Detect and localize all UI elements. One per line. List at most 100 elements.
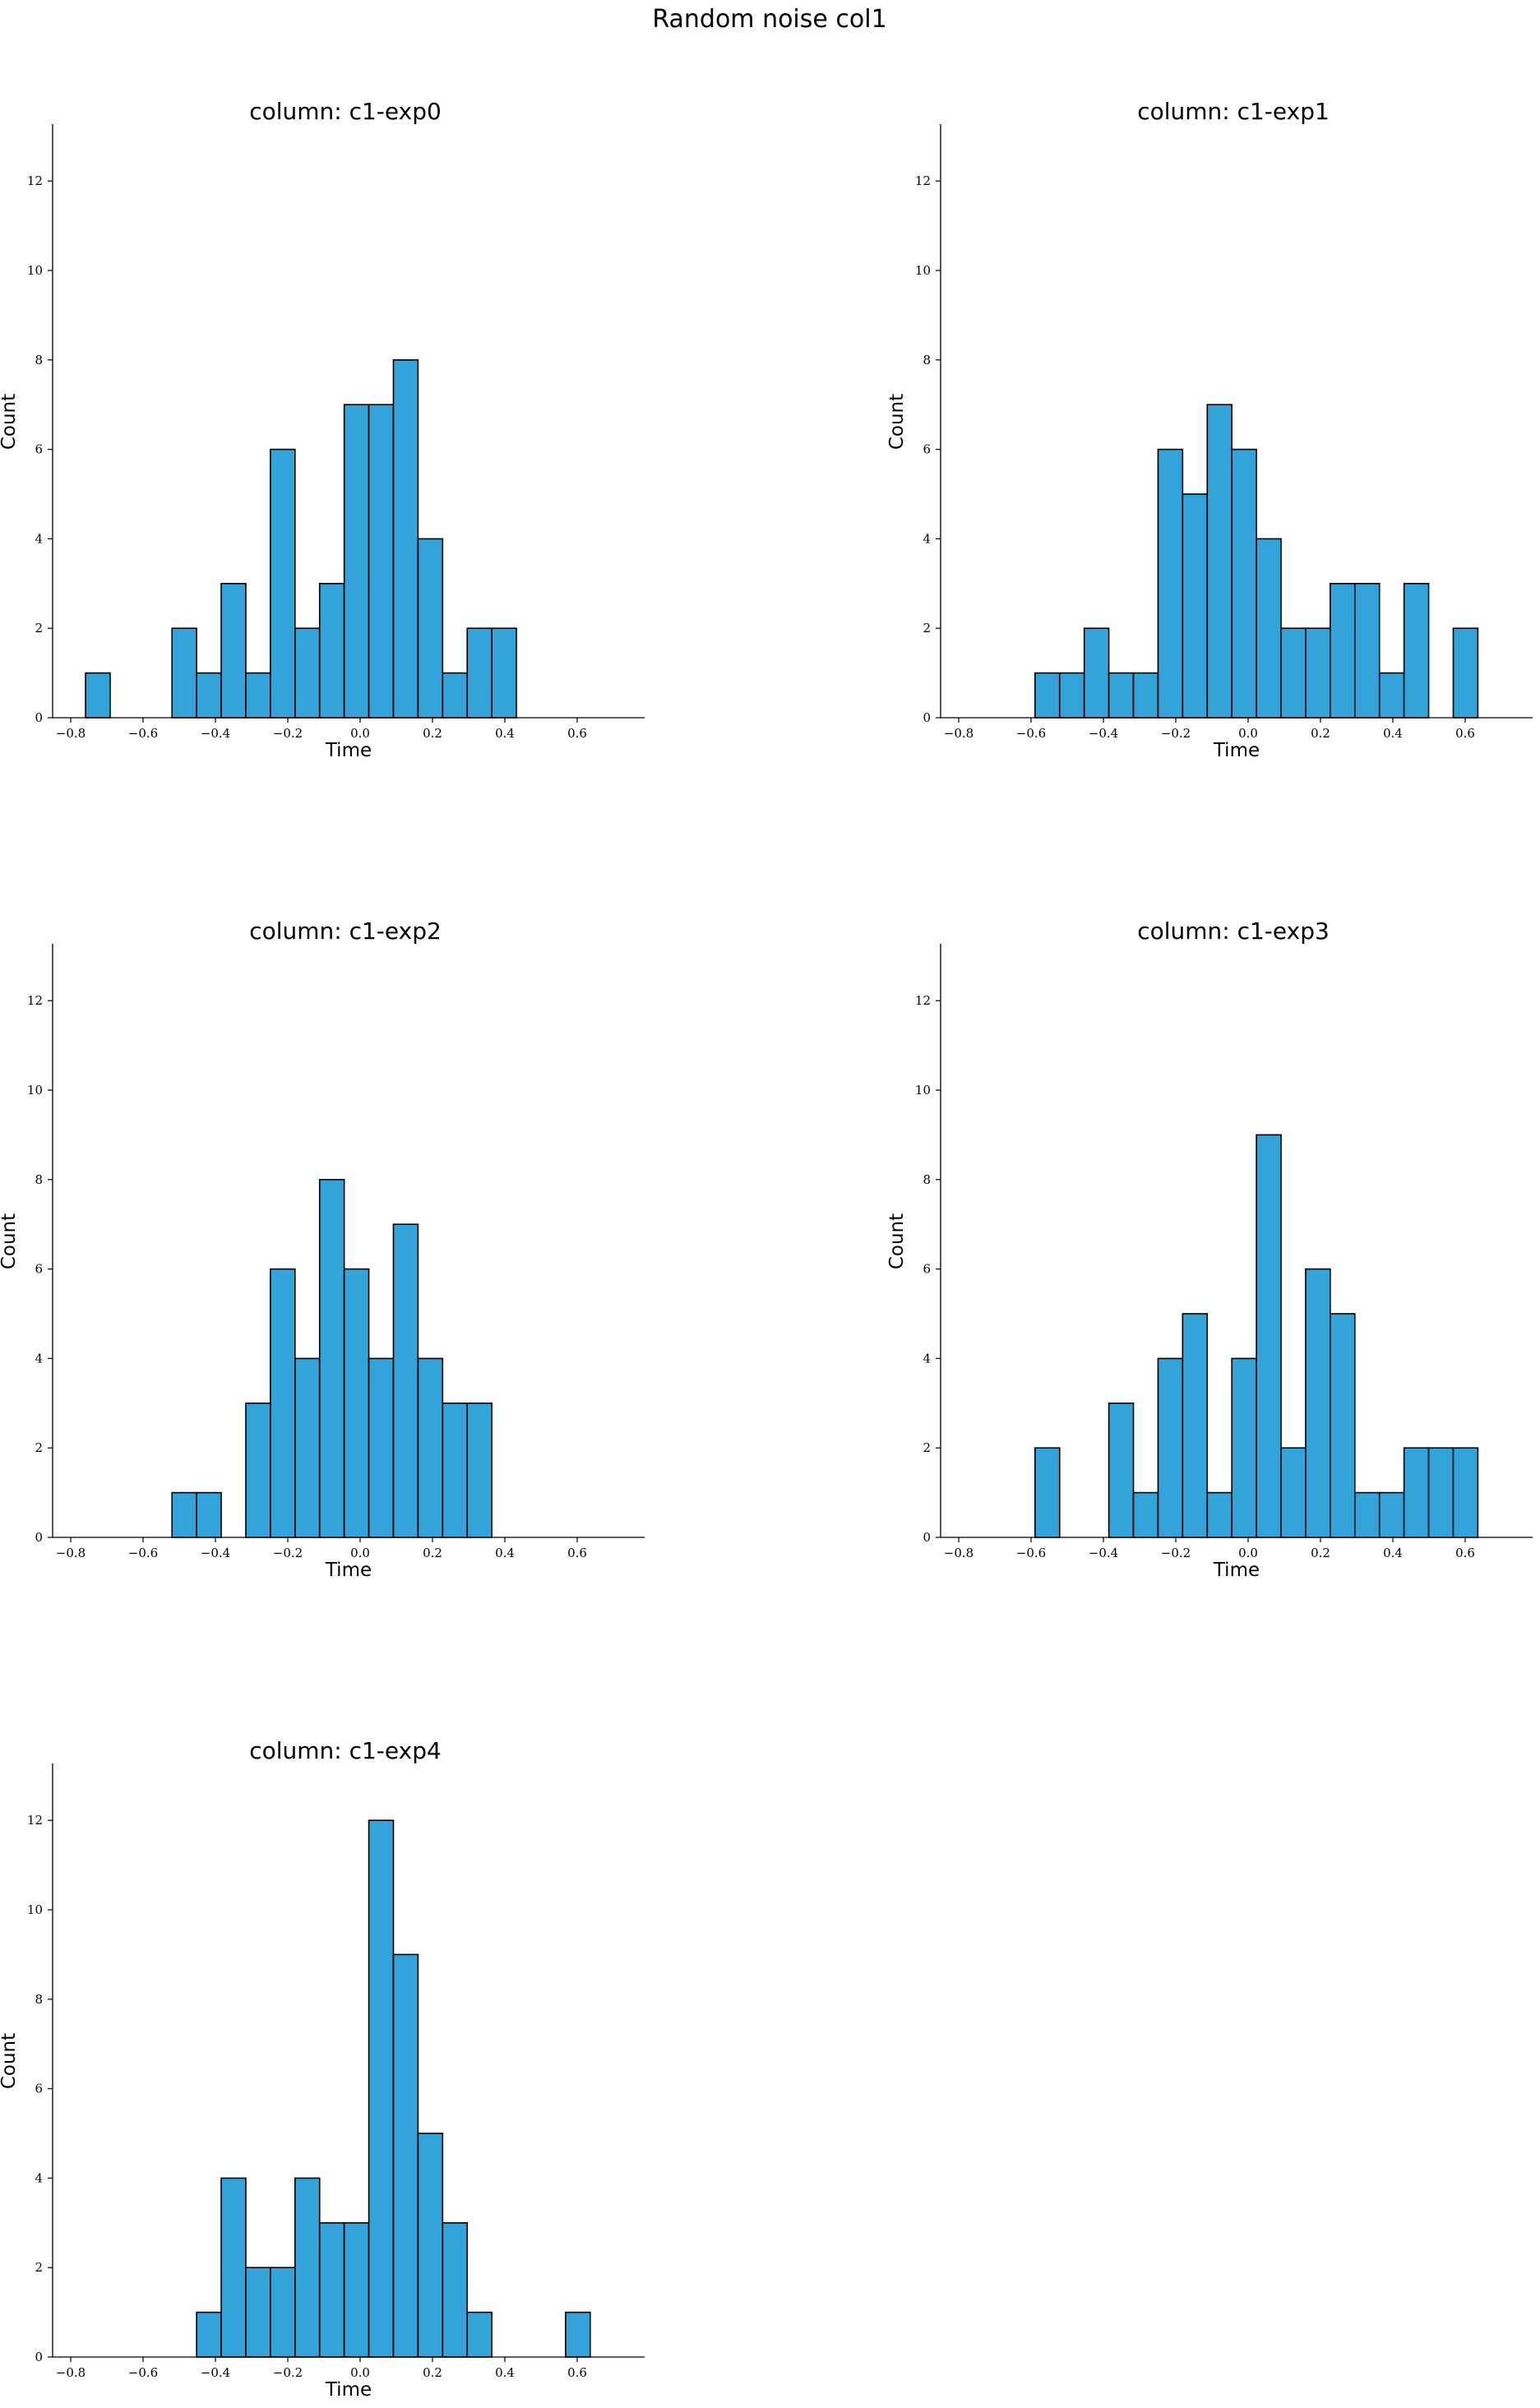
histogram-bar — [294, 2177, 321, 2358]
histogram-bar — [1132, 672, 1159, 719]
y-tick-label: 10 — [27, 1902, 43, 1917]
x-tick-label: 0.4 — [495, 2365, 515, 2380]
histogram-bar — [368, 1819, 395, 2358]
x-tick-label: 0.0 — [350, 726, 370, 741]
histogram-bar — [294, 627, 321, 719]
x-tick-label: −0.4 — [1089, 726, 1118, 741]
histogram-bar — [565, 2311, 591, 2358]
histogram-panel-3: column: c1-exp3 −0.8 −0.6 −0.4 −0.2 0.0 0.2 0.4… — [886, 917, 1533, 1581]
x-tick-label: −0.6 — [128, 1546, 158, 1560]
x-tick-label: −0.2 — [273, 726, 303, 741]
x-tick-label: 0.2 — [1311, 726, 1330, 741]
histogram-bar — [1157, 448, 1184, 719]
histogram-bar — [1256, 1134, 1282, 1538]
x-tick-label: 0.6 — [567, 2365, 587, 2380]
x-tick-label: 0.2 — [423, 726, 442, 741]
histogram-bar — [1256, 538, 1282, 719]
x-tick-label: −0.4 — [201, 2365, 230, 2380]
x-tick-label: −0.6 — [1016, 726, 1046, 741]
x-tick-label: −0.4 — [201, 1546, 230, 1560]
histogram-bar — [1305, 1268, 1331, 1538]
y-tick-label: 12 — [915, 993, 931, 1008]
histogram-bar — [1330, 1313, 1356, 1538]
histogram-bar — [318, 2222, 345, 2358]
y-tick-label: 8 — [35, 1172, 43, 1187]
y-tick-label: 0 — [35, 1530, 43, 1545]
y-tick-label: 12 — [915, 173, 931, 188]
histogram-bar — [466, 2311, 493, 2358]
panel-title: column: c1-exp0 — [249, 98, 442, 125]
x-tick-label: 0.0 — [350, 1546, 370, 1560]
panel-title: column: c1-exp4 — [249, 1737, 442, 1764]
histogram-bar — [270, 2267, 296, 2358]
histogram-bar — [1280, 627, 1306, 719]
x-tick-label: −0.8 — [56, 1546, 86, 1560]
histogram-bar — [392, 358, 419, 719]
histogram-bar — [318, 1179, 345, 1538]
histogram-bar — [1452, 1447, 1479, 1538]
histogram-bar — [417, 2133, 444, 2358]
histogram-bar — [1403, 1447, 1430, 1538]
histogram-bar — [1108, 1403, 1135, 1538]
histogram-bar — [220, 2177, 247, 2358]
histogram-panel-1: column: c1-exp1 −0.8 −0.6 −0.4 −0.2 0.0 0.2 0.4… — [886, 98, 1533, 761]
x-tick-label: −0.8 — [56, 726, 86, 741]
histogram-bar — [343, 404, 370, 719]
histogram-bar — [196, 1491, 222, 1538]
histogram-bar — [1354, 582, 1380, 719]
x-tick-label: −0.6 — [1016, 1546, 1046, 1560]
x-axis-label: Time — [1213, 1560, 1260, 1581]
y-axis-label: Count — [0, 1213, 20, 1269]
histogram-bar — [1427, 1447, 1454, 1538]
x-tick-label: −0.2 — [1161, 1546, 1191, 1560]
y-tick-label: 2 — [35, 2260, 43, 2275]
y-axis-label: Count — [0, 394, 20, 450]
y-tick-label: 8 — [35, 353, 43, 367]
histogram-bar — [1108, 672, 1135, 719]
histogram-bar — [1083, 627, 1110, 719]
histogram-panel-4: column: c1-exp4 −0.8 −0.6 −0.4 −0.2 0.0 0.2 0.4… — [0, 1737, 645, 2401]
x-tick-label: 0.0 — [350, 2365, 370, 2380]
y-tick-label: 4 — [923, 531, 931, 546]
histogram-bar — [368, 404, 395, 719]
figure-suptitle: Random noise col1 — [652, 5, 886, 34]
x-tick-label: 0.4 — [495, 726, 515, 741]
panel-title: column: c1-exp3 — [1137, 917, 1330, 945]
histogram-bar — [417, 1357, 444, 1538]
y-axis-label: Count — [0, 2033, 20, 2089]
histogram-bar — [245, 2267, 271, 2358]
y-tick-label: 6 — [35, 442, 43, 457]
histogram-bar — [270, 448, 296, 719]
y-tick-label: 10 — [915, 263, 931, 278]
histogram-panel-0: column: c1-exp0 −0.8 −0.6 −0.4 −0.2 0.0 0.2 0.4… — [0, 98, 645, 761]
x-tick-label: −0.8 — [944, 726, 973, 741]
histogram-bar — [1330, 582, 1356, 719]
histogram-bar — [392, 1953, 419, 2358]
histogram-bar — [1182, 493, 1209, 719]
x-tick-label: 0.2 — [423, 1546, 442, 1560]
y-tick-label: 2 — [35, 621, 43, 636]
y-tick-label: 4 — [35, 1351, 43, 1366]
histogram-bar — [392, 1223, 419, 1538]
x-tick-label: −0.8 — [56, 2365, 86, 2380]
histogram-bar — [245, 1403, 271, 1538]
x-tick-label: −0.6 — [128, 726, 158, 741]
y-tick-label: 6 — [923, 1262, 931, 1277]
histogram-bar — [1157, 1357, 1184, 1538]
x-tick-label: 0.0 — [1238, 726, 1258, 741]
y-tick-label: 0 — [35, 2350, 43, 2364]
x-tick-label: −0.2 — [273, 1546, 303, 1560]
histogram-bar — [1378, 1491, 1405, 1538]
histogram-bar — [220, 582, 247, 719]
histogram-bar — [85, 672, 111, 719]
x-tick-label: 0.6 — [1455, 1546, 1475, 1560]
histogram-bar — [245, 672, 271, 719]
histogram-bar — [466, 1403, 493, 1538]
y-tick-label: 6 — [35, 2082, 43, 2096]
x-axis-label: Time — [1213, 740, 1260, 761]
x-tick-label: 0.4 — [1383, 1546, 1403, 1560]
y-tick-label: 4 — [35, 2170, 43, 2185]
y-tick-label: 10 — [27, 1083, 43, 1098]
x-tick-label: 0.6 — [1455, 726, 1475, 741]
